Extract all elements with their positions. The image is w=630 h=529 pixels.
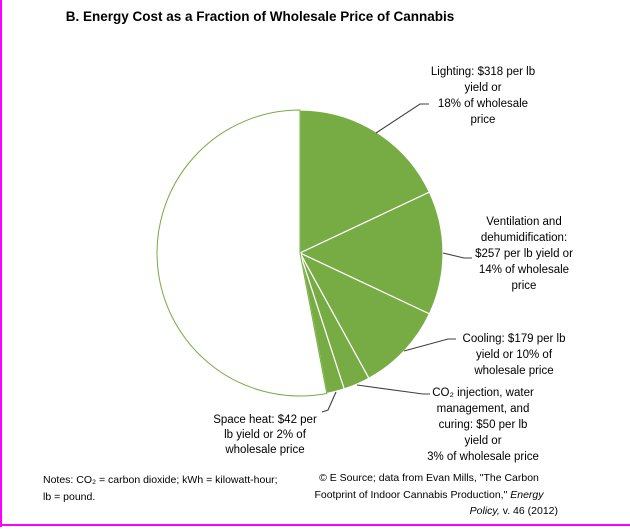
citation-line-2: Footprint of Indoor Cannabis Production,…: [300, 487, 558, 504]
citation-text: © E Source; data from Evan Mills, "The C…: [319, 472, 539, 484]
callout-cooling: Cooling: $179 per lb yield or 10% of who…: [462, 333, 566, 377]
leader-line-co2: [356, 384, 430, 395]
citation-text: Footprint of Indoor Cannabis Production,…: [314, 488, 511, 501]
pie-slice-remainder: [156, 109, 328, 397]
citation-line-1: © E Source; data from Evan Mills, "The C…: [300, 470, 558, 487]
citation-journal-name: Energy: [510, 488, 544, 501]
citation: © E Source; data from Evan Mills, "The C…: [300, 470, 558, 520]
crop-border-bottom: [0, 524, 630, 526]
chart-title: B. Energy Cost as a Fraction of Wholesal…: [65, 9, 455, 24]
crop-border-left: [0, 0, 2, 527]
pie-slice-ventilation: [298, 191, 444, 315]
callout-ventilation: Ventilation and dehumidification: $257 p…: [475, 216, 573, 292]
leader-line-cooling: [403, 338, 456, 352]
leader-line-lighting: [375, 103, 429, 134]
callout-space-heat: Space heat: $42 per lb yield or 2% of wh…: [213, 414, 317, 456]
callout-lighting: Lighting: $318 per lb yield or 18% of wh…: [430, 66, 536, 126]
citation-journal-name: Policy,: [469, 505, 500, 517]
leader-line-space-heat: [321, 391, 337, 413]
citation-text: v. 46 (2012): [499, 505, 558, 517]
citation-line-3: Policy, v. 46 (2012): [300, 503, 558, 520]
pie-slices: [156, 109, 444, 397]
footnotes: Notes: CO₂ = carbon dioxide; kWh = kilow…: [43, 474, 278, 503]
leader-line-ventilation: [442, 252, 472, 259]
leader-lines: [321, 103, 472, 413]
callout-co2: CO₂ injection, water management, and cur…: [427, 387, 539, 463]
